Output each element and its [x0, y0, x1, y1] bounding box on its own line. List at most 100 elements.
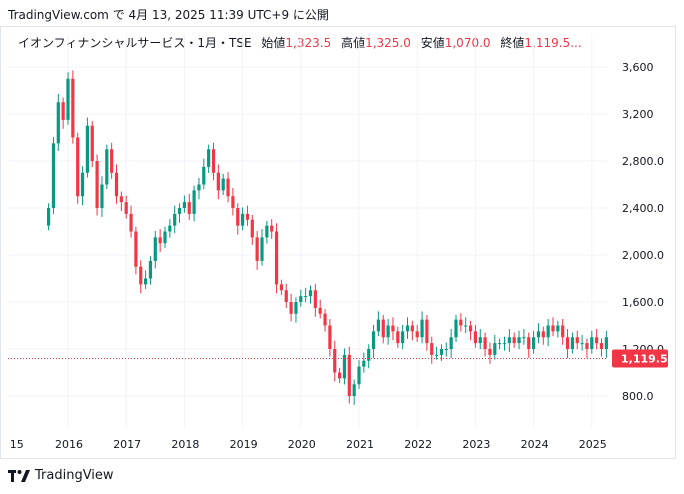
candle-body	[391, 325, 395, 332]
candle-body	[401, 331, 405, 344]
candle-body	[473, 331, 477, 344]
candle-body	[386, 325, 390, 338]
candle-body	[415, 331, 419, 338]
candle-body	[148, 260, 153, 279]
header-text: で 4月 13, 2025 11:39 UTC+9 に公開	[112, 8, 329, 22]
candle-body	[318, 307, 322, 314]
candle-body	[61, 102, 65, 120]
candle-body	[313, 290, 317, 308]
candle-body	[512, 337, 516, 344]
candle-body	[80, 172, 85, 197]
candle-body	[328, 325, 332, 349]
candle-body	[294, 302, 298, 314]
y-tick-label: 2,400.0	[622, 202, 664, 215]
candle-body	[546, 325, 550, 338]
candle-body	[338, 372, 342, 379]
candle-body	[405, 325, 410, 332]
header-source: TradingView.com	[8, 8, 109, 22]
tradingview-logo-icon	[8, 469, 30, 482]
candle-body	[168, 225, 172, 232]
candle-body	[236, 208, 240, 226]
candle-body	[192, 190, 196, 214]
candle-body	[517, 337, 521, 344]
candle-body	[144, 278, 148, 285]
candle-body	[207, 149, 211, 167]
candle-body	[541, 331, 545, 338]
candle-body	[211, 149, 216, 173]
candle-body	[260, 237, 264, 261]
candle-body	[250, 219, 254, 238]
candle-body	[177, 208, 182, 214]
legend-close-label: 終値	[500, 36, 525, 50]
candle-body	[590, 337, 594, 349]
x-tick-label: 2022	[404, 438, 432, 451]
candle-body	[498, 343, 502, 345]
candle-body	[439, 349, 444, 355]
last-price-tag	[612, 349, 668, 368]
candle-body	[595, 337, 599, 344]
legend-low-value: 1,070.0	[444, 36, 491, 50]
candle-body	[570, 337, 574, 349]
x-tick-label: 2025	[579, 438, 607, 451]
chart-legend: イオンフィナンシャルサービス・1月・TSE 始値1,323.5 高値1,325.…	[18, 34, 582, 51]
candle-body	[362, 360, 366, 367]
candle-body	[502, 343, 507, 345]
candle-body	[265, 225, 269, 238]
candle-body	[66, 78, 70, 120]
candle-body	[333, 349, 337, 373]
candle-body	[134, 231, 138, 267]
candle-body	[56, 102, 60, 144]
y-tick-label: 1,600.0	[622, 296, 664, 309]
x-tick-label: 2023	[462, 438, 490, 451]
candle-body	[522, 337, 526, 339]
footer-brand: TradingView	[35, 468, 114, 483]
candle-body	[202, 166, 206, 185]
candle-body	[478, 337, 482, 344]
candle-body	[139, 266, 143, 285]
candle-body	[274, 231, 279, 285]
candle-body	[100, 184, 104, 208]
candle-body	[483, 337, 487, 349]
candle-body	[493, 343, 497, 355]
candle-body	[396, 331, 400, 344]
legend-symbol[interactable]: イオンフィナンシャルサービス・1月・TSE	[18, 36, 252, 50]
header-line: TradingView.com で 4月 13, 2025 11:39 UTC+…	[8, 6, 329, 23]
candle-body	[357, 366, 361, 385]
candle-body	[226, 178, 230, 197]
candle-body	[604, 337, 608, 349]
candle-body	[565, 337, 570, 349]
candle-body	[284, 290, 288, 302]
candle-body	[51, 143, 56, 208]
price-chart[interactable]: 800.01,200.01,600.02,000.02,400.02,800.0…	[0, 26, 676, 459]
candle-body	[289, 302, 293, 314]
candle-body	[76, 137, 80, 197]
candle-body	[449, 337, 453, 349]
candle-body	[468, 325, 473, 332]
candle-body	[376, 319, 380, 332]
candle-body	[347, 354, 351, 396]
candle-body	[551, 325, 555, 332]
candle-body	[308, 290, 313, 297]
legend-open-label: 始値	[261, 36, 286, 50]
candle-body	[158, 237, 162, 244]
candle-body	[110, 149, 114, 173]
candle-body	[536, 331, 541, 338]
candle-body	[459, 319, 463, 326]
candle-body	[85, 125, 89, 173]
candle-body	[182, 202, 186, 208]
candle-body	[221, 178, 225, 191]
candle-body	[114, 172, 119, 197]
candle-body	[153, 237, 157, 261]
y-tick-label: 3,200	[622, 108, 654, 121]
x-tick-label: 2018	[171, 438, 199, 451]
legend-low-label: 安値	[420, 36, 445, 50]
candle-body	[216, 172, 220, 191]
candle-body	[420, 319, 424, 338]
candle-body	[342, 354, 347, 379]
candle-body	[352, 384, 356, 396]
candle-body	[173, 213, 177, 226]
candle-body	[255, 237, 259, 261]
candle-body	[435, 354, 439, 356]
candle-body	[580, 343, 584, 345]
candle-body	[599, 343, 604, 349]
